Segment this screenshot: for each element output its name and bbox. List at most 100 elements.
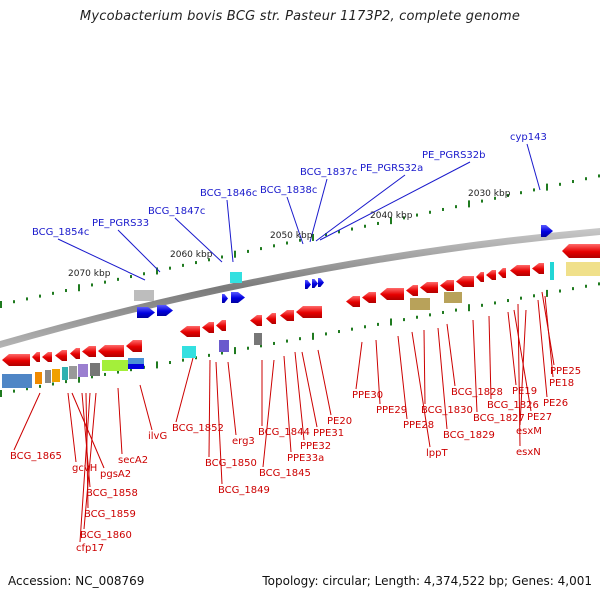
reverse-gene-arrow xyxy=(346,296,360,307)
tick-mark xyxy=(0,301,2,308)
label-leader-line xyxy=(79,392,91,543)
label-leader-line xyxy=(517,303,521,447)
tick-mark xyxy=(52,291,54,295)
label-leader-line xyxy=(227,361,237,436)
tick-mark xyxy=(0,390,2,397)
reverse-gene-label: PPE30 xyxy=(352,390,383,401)
reverse-gene-arrow xyxy=(55,350,67,361)
reverse-gene-arrow xyxy=(126,340,142,352)
tick-mark xyxy=(507,299,509,303)
feature-box xyxy=(550,262,554,280)
tick-mark xyxy=(91,283,93,287)
label-leader-line xyxy=(437,327,448,430)
reverse-gene-arrow xyxy=(406,285,418,296)
tick-mark xyxy=(247,346,249,350)
reverse-gene-arrow xyxy=(440,280,454,291)
tick-mark xyxy=(494,196,496,200)
reverse-gene-label: PE26 xyxy=(543,398,568,409)
reverse-gene-label: BCG_1852 xyxy=(172,423,224,434)
feature-box xyxy=(410,298,430,310)
tick-mark xyxy=(13,300,15,304)
label-leader-line xyxy=(215,361,223,485)
feature-box xyxy=(254,333,262,345)
reverse-gene-label: BCG_1860 xyxy=(80,530,132,541)
reverse-gene-label: erg3 xyxy=(232,436,255,447)
tick-mark xyxy=(455,308,457,312)
tick-mark xyxy=(286,241,288,245)
forward-gene-label: BCG_1846c xyxy=(200,188,257,199)
label-leader-line xyxy=(355,341,363,390)
forward-gene-arrow xyxy=(318,278,324,287)
tick-mark xyxy=(481,303,483,307)
tick-mark xyxy=(520,191,522,195)
feature-box xyxy=(134,290,154,301)
summary-text: Topology: circular; Length: 4,374,522 bp… xyxy=(262,574,592,588)
tick-mark xyxy=(416,315,418,319)
reverse-gene-arrow xyxy=(180,326,200,337)
label-leader-line xyxy=(411,331,431,448)
tick-mark xyxy=(299,238,301,242)
forward-gene-label: BCG_1854c xyxy=(32,227,89,238)
feature-box xyxy=(90,363,100,376)
tick-mark xyxy=(377,221,379,225)
reverse-gene-arrow xyxy=(486,270,496,280)
tick-mark xyxy=(182,358,184,362)
label-leader-line xyxy=(507,311,517,386)
feature-box xyxy=(35,372,42,384)
feature-box xyxy=(62,367,68,380)
tick-mark xyxy=(130,275,132,279)
reverse-gene-label: esxM xyxy=(516,426,542,437)
tick-mark xyxy=(39,384,41,388)
reverse-gene-label: BCG_1828 xyxy=(451,387,503,398)
scale-labels: 2030 kbp 2040 kbp 2050 kbp 2060 kbp 2070 kbp xyxy=(68,189,511,279)
tick-mark xyxy=(78,284,80,292)
reverse-gene-arrow xyxy=(532,263,544,274)
reverse-gene-label: PPE31 xyxy=(313,428,344,439)
tick-mark xyxy=(598,282,600,286)
tick-mark xyxy=(312,332,314,340)
tick-mark xyxy=(247,249,249,253)
reverse-gene-arrow xyxy=(362,292,376,303)
tick-mark xyxy=(585,284,587,288)
tick-mark xyxy=(208,353,210,357)
label-leader-line xyxy=(208,359,211,458)
reverse-gene-label: BCG_1865 xyxy=(10,451,62,462)
forward-gene-arrow xyxy=(137,307,155,318)
reverse-gene-arrow xyxy=(98,345,124,357)
tick-mark xyxy=(533,188,535,192)
feature-box xyxy=(128,364,144,369)
forward-gene-arrow xyxy=(541,225,553,237)
label-leader-line xyxy=(294,351,305,441)
label-leader-line xyxy=(117,229,161,273)
reverse-gene-label: pgsA2 xyxy=(100,469,131,480)
label-leaders xyxy=(13,143,555,543)
tick-mark xyxy=(39,294,41,298)
tick-mark xyxy=(364,325,366,329)
feature-box xyxy=(219,340,229,352)
feature-track xyxy=(2,262,600,388)
label-leader-line xyxy=(319,161,471,241)
feature-box xyxy=(45,370,51,383)
label-leader-line xyxy=(301,351,318,428)
reverse-gene-arrow xyxy=(280,310,294,321)
label-leader-line xyxy=(541,291,555,366)
tick-mark xyxy=(104,280,106,284)
reverse-gene-arrow xyxy=(202,322,214,333)
label-leader-line xyxy=(57,238,146,281)
reverse-gene-label: cfp17 xyxy=(76,543,104,554)
tick-mark xyxy=(403,216,405,220)
reverse-gene-arrow xyxy=(510,265,530,276)
scale-label: 2030 kbp xyxy=(468,189,511,199)
reverse-gene-arrow xyxy=(562,244,600,258)
label-leader-line xyxy=(283,355,292,453)
scale-label: 2070 kbp xyxy=(68,269,111,279)
tick-mark xyxy=(156,267,158,275)
tick-mark xyxy=(78,375,80,383)
tick-mark xyxy=(260,247,262,251)
forward-gene-label: BCG_1847c xyxy=(148,206,205,217)
tick-mark xyxy=(286,339,288,343)
tick-mark xyxy=(442,310,444,314)
tick-mark xyxy=(273,341,275,345)
